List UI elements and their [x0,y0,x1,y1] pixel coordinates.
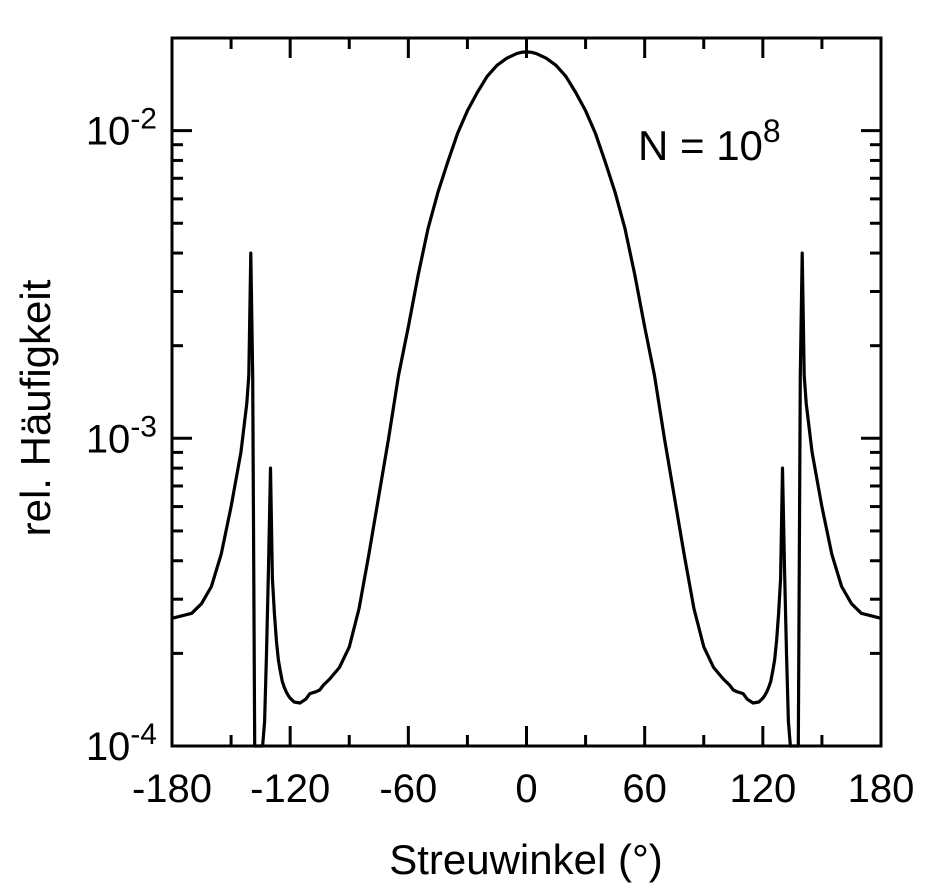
y-tick-label: 10-3 [86,410,157,461]
x-axis-title: Streuwinkel (°) [389,836,663,883]
plot-frame [170,36,883,748]
x-tick-label: 120 [729,767,796,811]
series-line [171,50,882,748]
annotation-text: N = 10 [638,122,763,169]
y-tick-label: 10-4 [86,718,157,769]
annotation-exponent: 8 [763,113,781,149]
x-tick-label: -120 [250,767,330,811]
x-tick-label: 0 [515,767,537,811]
x-tick-label: -180 [132,767,212,811]
x-tick-label: 180 [848,767,915,811]
y-tick-label: 10-2 [86,103,157,154]
x-tick-label: -60 [379,767,437,811]
y-tick-labels: 10-2 10-3 10-4 [86,103,157,769]
x-tick-labels: -180 -120 -60 0 60 120 180 [132,767,914,811]
x-tick-label: 60 [622,767,667,811]
annotation-n: N = 108 [638,113,781,169]
y-axis-title: rel. Häufigkeit [12,279,59,536]
